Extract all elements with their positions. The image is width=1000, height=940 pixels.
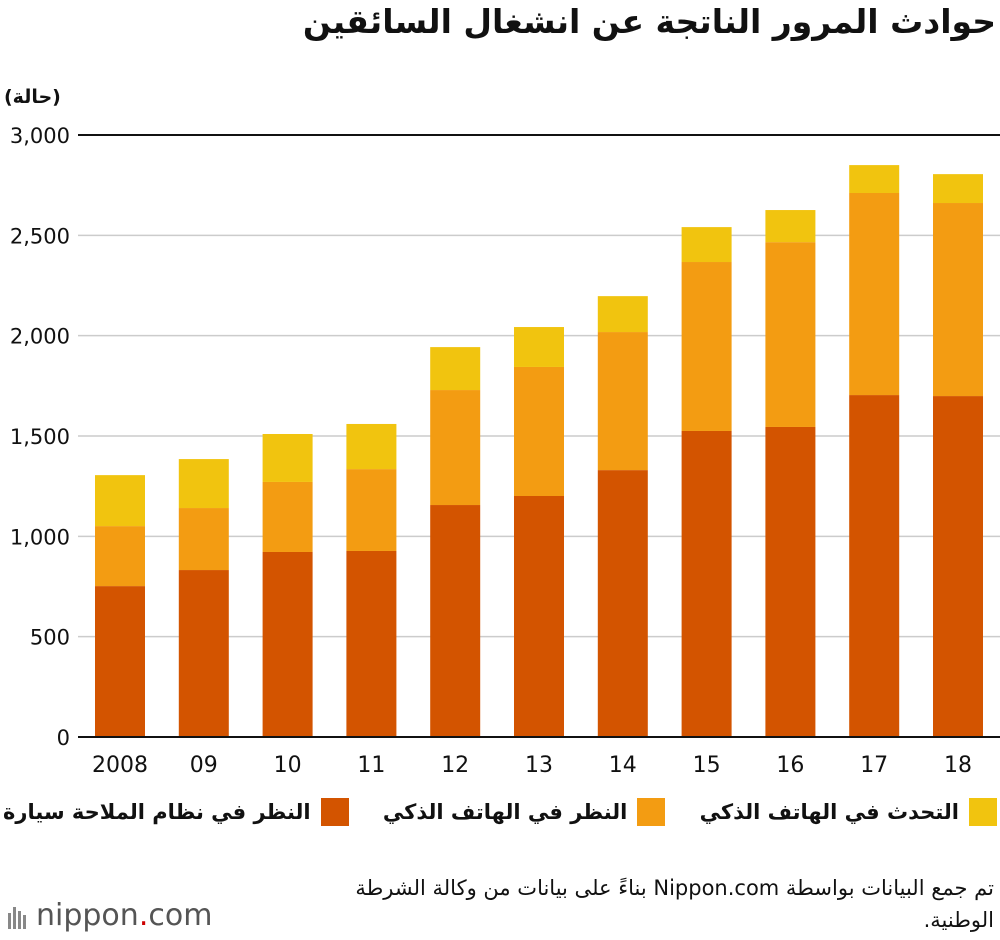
bar-segment bbox=[430, 390, 481, 506]
bar-segment bbox=[765, 426, 816, 737]
legend-item: النظر في الهاتف الذكي bbox=[383, 798, 666, 826]
bar-segment bbox=[765, 242, 816, 427]
chart-plot: 0 500 1,000 1,500 2,000 2,500 3,000 2008 09 10 11 1… bbox=[10, 124, 1000, 778]
bar-segment bbox=[514, 327, 564, 367]
source-note: تم جمع البيانات بواسطة Nippon.com بناءً … bbox=[355, 876, 994, 932]
logo-suffix: com bbox=[148, 898, 213, 933]
y-tick-label: 1,000 bbox=[10, 525, 70, 549]
bar-segment bbox=[346, 550, 397, 737]
logo-dot: . bbox=[138, 898, 149, 933]
bar-segment bbox=[262, 551, 313, 737]
x-tick-label: 11 bbox=[357, 753, 385, 778]
bar-segment bbox=[765, 210, 816, 243]
bar-segment bbox=[933, 174, 983, 204]
x-tick-label: 17 bbox=[860, 753, 888, 778]
legend-item: النظر في نظام الملاحة سيارة bbox=[3, 798, 349, 826]
bar-segment bbox=[681, 430, 732, 737]
x-tick-label: 15 bbox=[693, 753, 721, 778]
legend-label: التحدث في الهاتف الذكي bbox=[699, 800, 959, 824]
bar-segment bbox=[597, 332, 648, 471]
x-tick-label: 18 bbox=[944, 753, 972, 778]
y-axis-unit: (حالة) bbox=[4, 86, 61, 108]
y-tick-label: 2,500 bbox=[10, 224, 70, 248]
x-tick-label: 09 bbox=[190, 753, 218, 778]
y-tick-label: 3,000 bbox=[10, 124, 70, 148]
bar-segment bbox=[933, 203, 983, 397]
y-tick-label: 0 bbox=[57, 726, 70, 750]
legend-swatch bbox=[969, 798, 997, 826]
bar-segment bbox=[514, 366, 564, 496]
logo-text: nippon bbox=[36, 898, 139, 933]
y-tick-label: 2,000 bbox=[10, 325, 70, 349]
legend-item: التحدث في الهاتف الذكي bbox=[700, 798, 997, 826]
bar-segment bbox=[95, 475, 145, 527]
bar-segment bbox=[597, 296, 648, 333]
bar-segment bbox=[262, 481, 313, 552]
bar-segment bbox=[178, 459, 229, 509]
nippon-logo: nippon.com bbox=[6, 898, 212, 933]
x-tick-label: 2008 bbox=[92, 753, 148, 778]
legend-swatch bbox=[637, 798, 666, 826]
bar-segment bbox=[178, 508, 229, 571]
bar-segment bbox=[681, 262, 732, 431]
bar-segment bbox=[430, 505, 481, 737]
x-tick-label: 12 bbox=[441, 753, 469, 778]
bar-segment bbox=[262, 433, 313, 482]
logo-mark-icon bbox=[8, 906, 26, 929]
y-tick-label: 500 bbox=[30, 626, 70, 650]
legend: النظر في نظام الملاحة سيارة النظر في الها… bbox=[0, 798, 1000, 826]
bar-segment bbox=[597, 470, 648, 737]
bar-segment bbox=[95, 586, 145, 737]
bar-segment bbox=[849, 165, 900, 193]
bar-segment bbox=[849, 192, 900, 396]
bar-segment bbox=[681, 227, 732, 263]
x-tick-label: 10 bbox=[274, 753, 302, 778]
bar-segment bbox=[430, 347, 481, 391]
bar-segment bbox=[346, 423, 397, 470]
legend-swatch bbox=[320, 798, 349, 826]
bar-segment bbox=[933, 396, 983, 737]
legend-label: النظر في الهاتف الذكي bbox=[382, 800, 628, 824]
bar-segment bbox=[95, 526, 145, 587]
legend-label: النظر في نظام الملاحة سيارة bbox=[3, 800, 311, 824]
y-tick-label: 1,500 bbox=[10, 425, 70, 449]
x-tick-label: 14 bbox=[609, 753, 637, 778]
x-tick-label: 13 bbox=[525, 753, 553, 778]
bar-segment bbox=[346, 469, 397, 551]
bar-segment bbox=[514, 495, 564, 737]
bar-segment bbox=[849, 395, 900, 737]
bar-segment bbox=[178, 570, 229, 737]
x-tick-label: 16 bbox=[776, 753, 804, 778]
chart-title: حوادث المرور الناتجة عن انشغال السائقين bbox=[302, 2, 996, 41]
